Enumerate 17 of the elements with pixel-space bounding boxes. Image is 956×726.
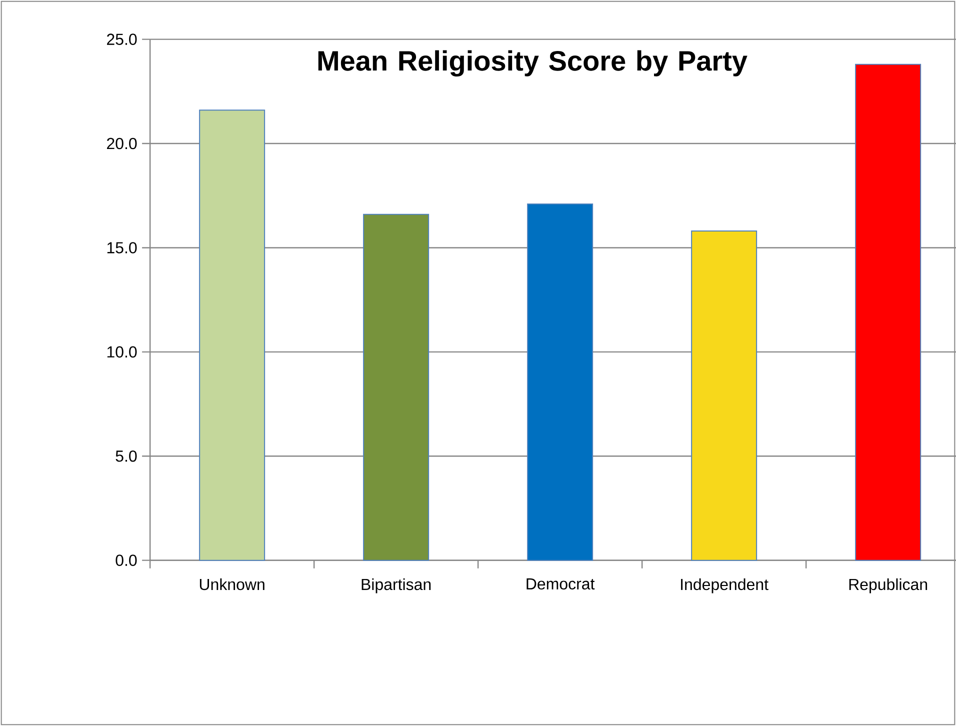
bar — [691, 230, 758, 561]
x-tick-label: Republican — [849, 578, 928, 594]
bar — [527, 203, 594, 561]
x-tick-label: Unknown — [200, 578, 264, 590]
y-tick-label: 5.0 — [116, 450, 137, 462]
chart-title: Mean Religiosity Score by Party — [318, 50, 748, 76]
x-tick-label: Independent — [681, 578, 768, 594]
y-tick-label: 0.0 — [116, 554, 137, 566]
x-tick-label: Democrat — [526, 578, 595, 590]
y-tick-label: 10.0 — [107, 346, 137, 358]
bar — [855, 64, 922, 561]
y-tick-label: 20.0 — [107, 138, 137, 150]
bar — [199, 110, 266, 561]
bar — [363, 214, 430, 561]
y-tick-label: 15.0 — [107, 242, 137, 254]
y-tick-label: 25.0 — [107, 34, 137, 45]
x-tick-label: Bipartisan — [362, 578, 431, 594]
